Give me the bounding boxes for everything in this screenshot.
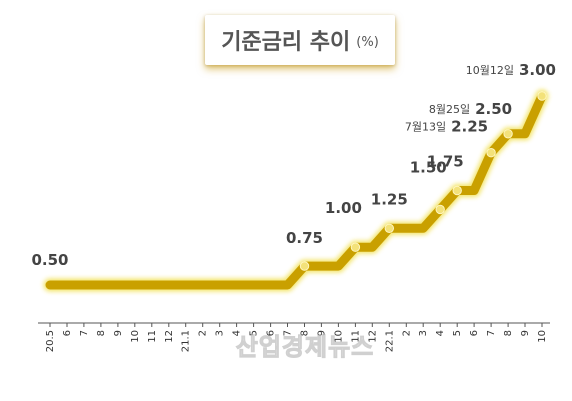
- data-label-date: 7월13일: [405, 120, 446, 134]
- data-point: [452, 185, 462, 196]
- x-tick-label: 5: [249, 330, 260, 336]
- data-point: [299, 261, 310, 271]
- x-tick-label: 22.1: [384, 330, 395, 352]
- x-tick-label: 6: [266, 330, 277, 336]
- data-point: [435, 204, 445, 215]
- x-tick-label: 8: [96, 330, 107, 336]
- x-tick-label: 20.5: [45, 330, 56, 352]
- x-tick-label: 10: [130, 330, 141, 343]
- data-point: [384, 223, 394, 234]
- x-tick-label: 2: [198, 330, 209, 336]
- x-tick-label: 21.1: [181, 330, 192, 352]
- x-tick-label: 9: [520, 330, 531, 336]
- data-point: [537, 91, 547, 101]
- x-tick-label: 4: [435, 330, 446, 336]
- data-label-value: 0.50: [31, 251, 68, 269]
- x-tick-label: 11: [350, 330, 361, 343]
- x-tick-label: 12: [367, 330, 378, 343]
- x-tick-label: 2: [401, 330, 412, 336]
- rate-line: [45, 91, 547, 290]
- x-tick-label: 10: [333, 330, 344, 343]
- x-tick-label: 3: [418, 330, 429, 336]
- x-tick-label: 12: [164, 330, 175, 343]
- x-tick-label: 8: [300, 330, 311, 336]
- data-label-date: 10월12일: [466, 63, 514, 77]
- data-label-value: 0.75: [286, 229, 323, 247]
- x-tick-label: 7: [79, 330, 90, 336]
- x-tick-label: 5: [452, 330, 463, 336]
- x-tick-label: 6: [62, 330, 73, 336]
- x-tick-label: 7: [283, 330, 294, 336]
- x-tick-label: 4: [232, 330, 243, 336]
- x-tick-label: 9: [113, 330, 124, 336]
- data-label-value: 1.50: [410, 158, 447, 176]
- data-label-value: 2.50: [475, 100, 512, 118]
- data-point: [350, 242, 361, 252]
- chart-unit: (%): [356, 34, 379, 50]
- x-tick-label: 10: [537, 330, 548, 343]
- x-tick-label: 9: [316, 330, 327, 336]
- data-label-value: 1.75: [427, 153, 464, 171]
- data-label-value: 1.00: [325, 199, 362, 217]
- x-tick-label: 3: [215, 330, 226, 336]
- x-tick-label: 7: [486, 330, 497, 336]
- x-tick-label: 6: [469, 330, 480, 336]
- chart-title-box: 기준금리 추이 (%): [205, 15, 395, 65]
- x-tick-label: 11: [147, 330, 158, 343]
- data-label-value: 2.25: [451, 118, 488, 136]
- x-tick-label: 8: [503, 330, 514, 336]
- chart-title: 기준금리 추이: [221, 30, 351, 55]
- data-label-value: 3.00: [519, 61, 556, 79]
- data-label-date: 8월25일: [429, 102, 470, 116]
- data-label-value: 1.25: [371, 190, 408, 208]
- data-point: [486, 148, 496, 158]
- data-point: [503, 129, 513, 139]
